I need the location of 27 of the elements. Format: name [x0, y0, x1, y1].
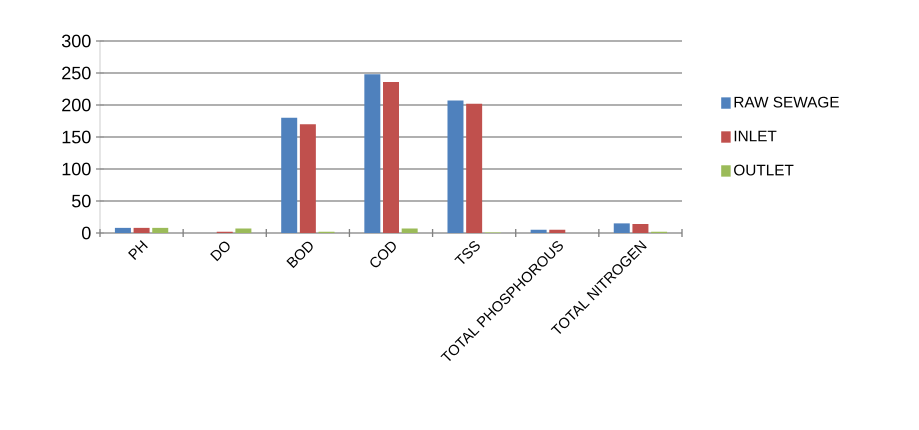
bar: [364, 74, 380, 233]
bar: [114, 228, 131, 233]
bar: [530, 230, 547, 233]
bar: [632, 224, 648, 233]
bar: [134, 228, 150, 233]
y-tick-label: 0: [82, 226, 91, 240]
y-tick-label: 150: [62, 130, 91, 144]
bar: [300, 124, 316, 233]
bar: [152, 228, 168, 233]
legend-label: OUTLET: [734, 164, 794, 176]
y-tick-label: 50: [72, 194, 91, 208]
bar: [614, 223, 630, 233]
x-tick-label: PH: [128, 240, 148, 260]
x-tick-label: DO: [210, 242, 230, 262]
y-tick-label: 250: [62, 66, 91, 80]
legend-label: INLET: [734, 130, 776, 142]
y-tick-label: 300: [62, 34, 91, 48]
legend-label: RAW SEWAGE: [734, 96, 839, 108]
y-tick-label: 200: [62, 98, 91, 112]
bar: [549, 230, 566, 233]
bar: [447, 100, 464, 233]
bar: [235, 228, 252, 233]
bar: [466, 104, 482, 233]
bar: [281, 118, 298, 233]
bar: [402, 228, 418, 233]
y-tick-label: 100: [62, 162, 91, 176]
bar: [383, 82, 400, 233]
